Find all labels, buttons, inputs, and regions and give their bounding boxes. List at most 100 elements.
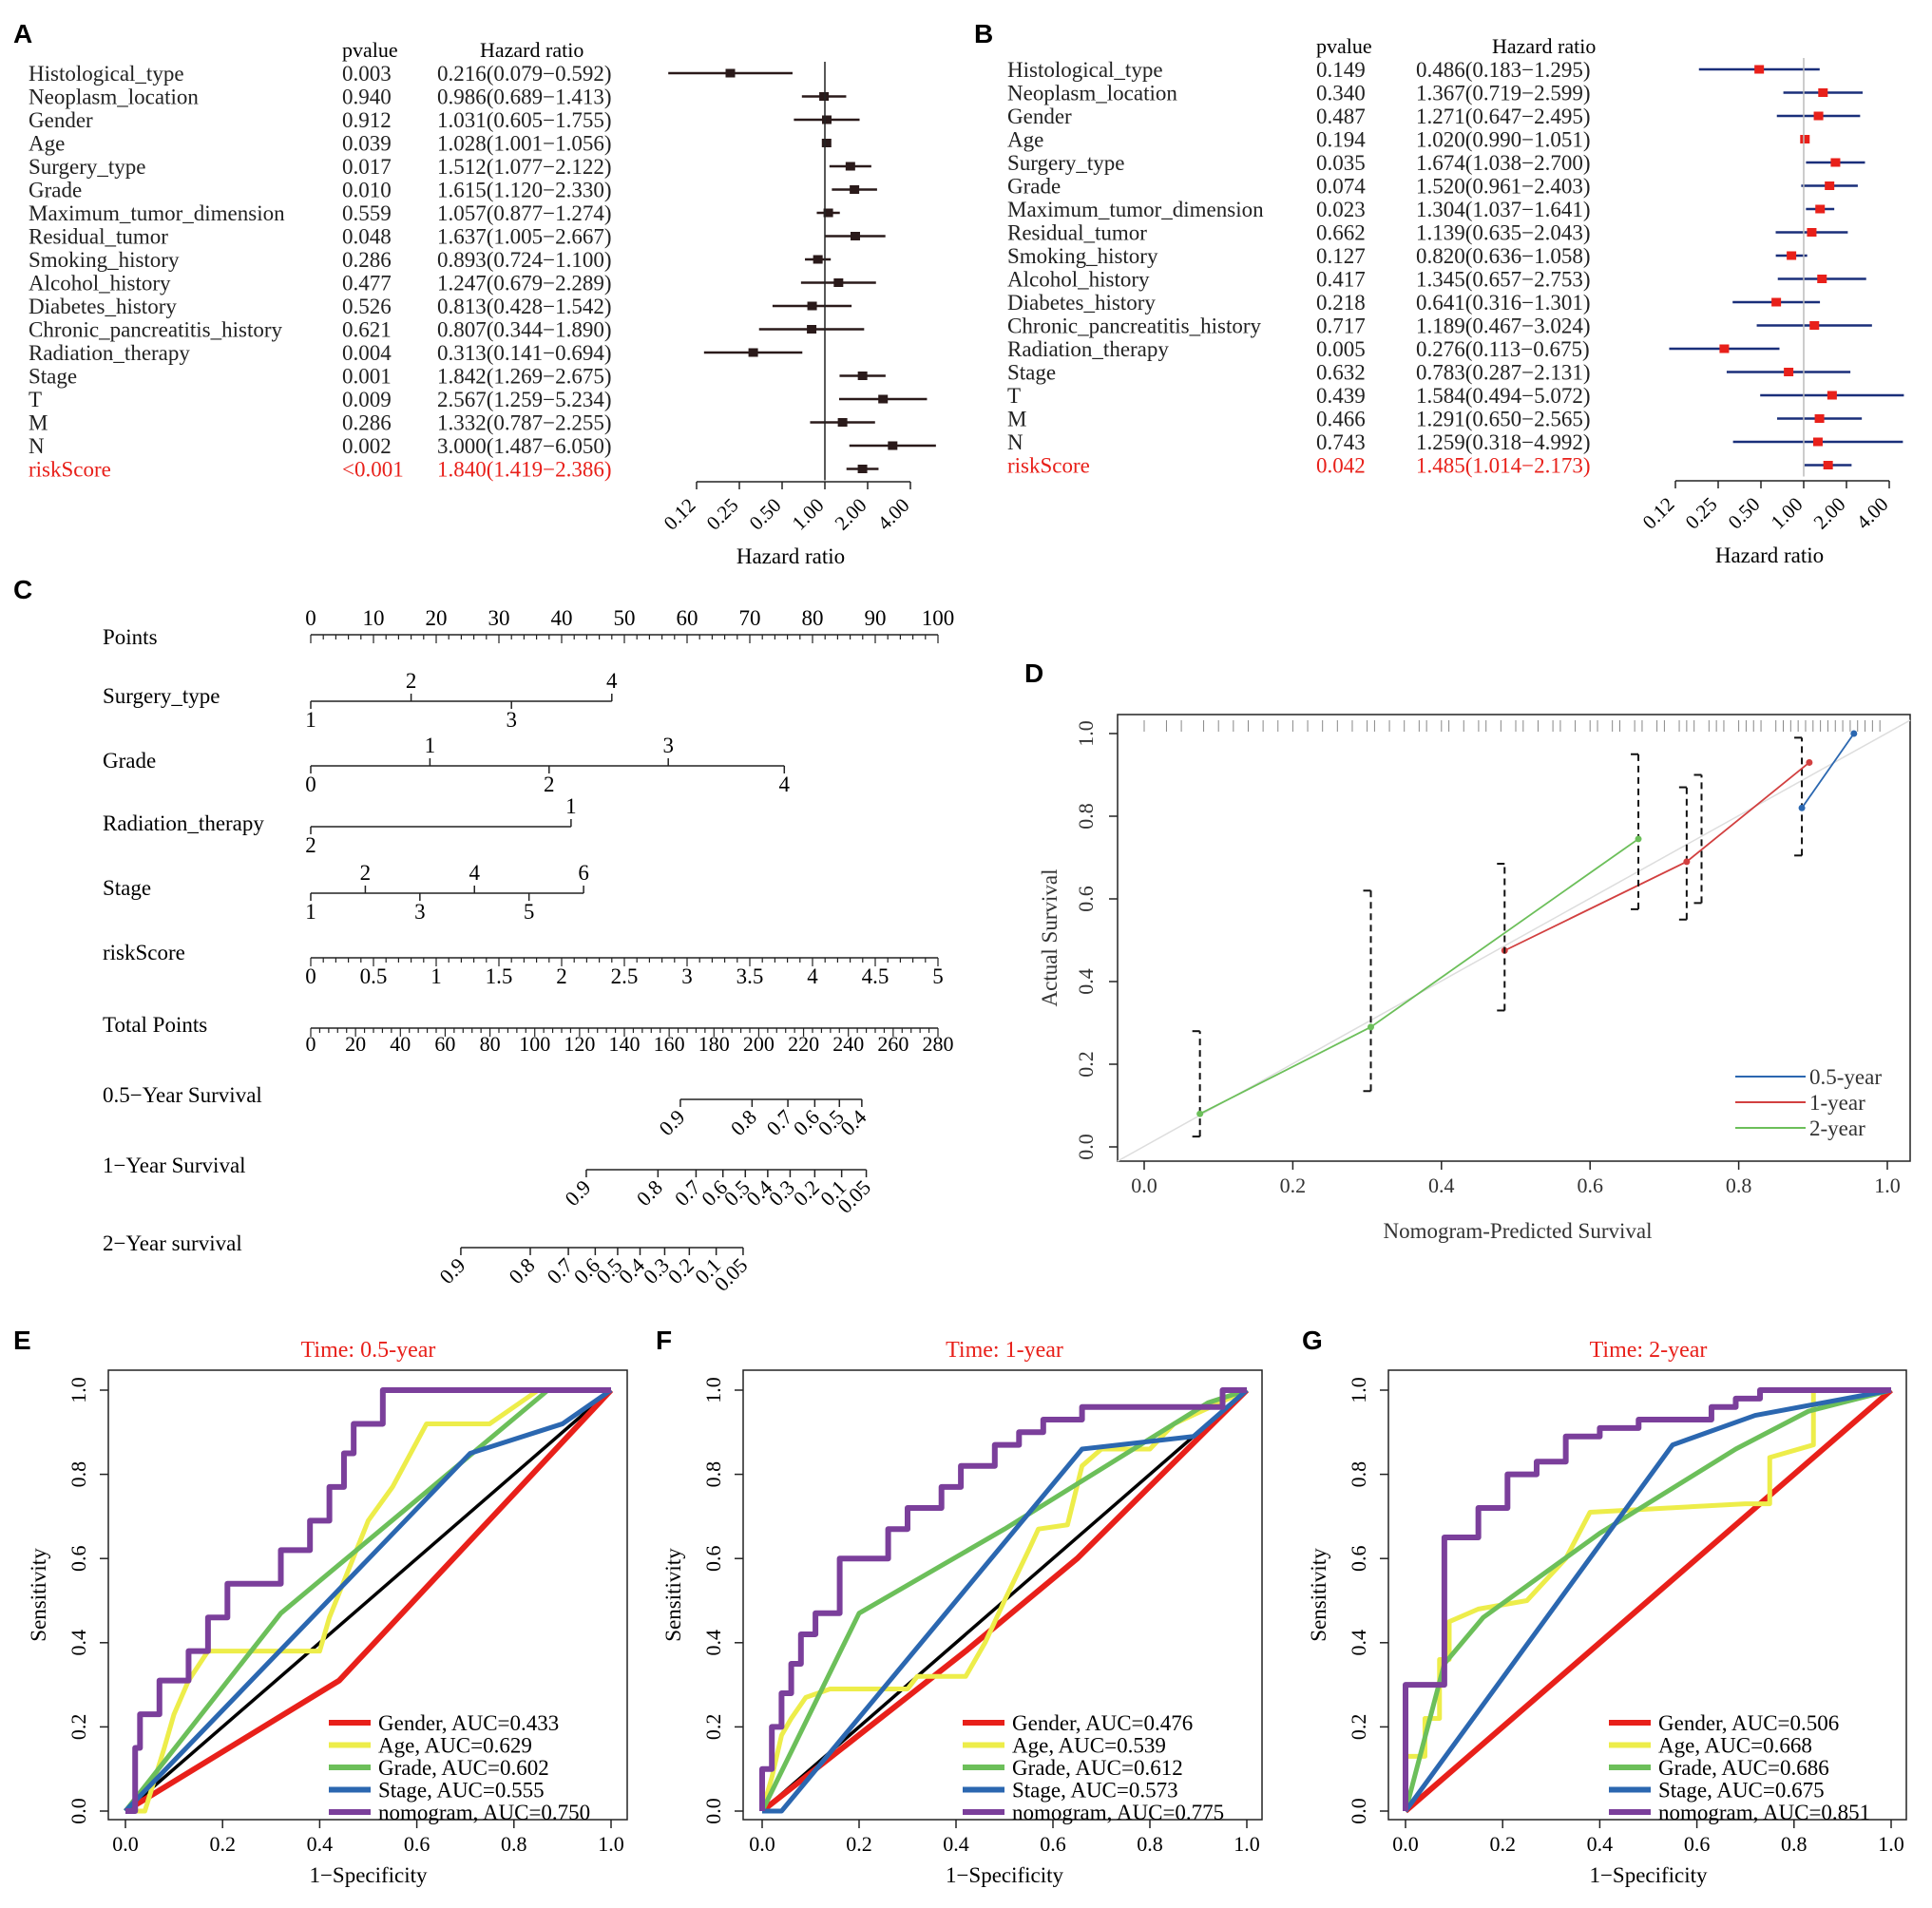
x-tick-label: 0.12 — [660, 494, 700, 535]
row-pvalue: 0.003 — [342, 62, 392, 86]
tick-label: 100 — [922, 606, 955, 630]
row-hr: 2.567(1.259−5.234) — [437, 388, 612, 411]
roc-curve — [124, 1387, 613, 1813]
row-pvalue: 0.127 — [1316, 244, 1366, 268]
row-name: Chronic_pancreatitis_history — [29, 318, 282, 342]
legend-label: Stage, AUC=0.555 — [378, 1779, 545, 1803]
tick-label: 1 — [425, 734, 436, 757]
hr-box — [1814, 414, 1825, 423]
row-pvalue: 0.010 — [342, 179, 392, 202]
scale-label: Stage — [103, 876, 151, 900]
legend-label: Grade, AUC=0.612 — [1012, 1756, 1183, 1780]
row-pvalue: 0.621 — [342, 318, 392, 342]
hr-box — [888, 441, 898, 450]
row-pvalue: 0.487 — [1316, 105, 1366, 128]
tick-label: 4 — [779, 773, 791, 796]
row-name: T — [29, 388, 42, 411]
row-hr: 1.332(0.787−2.255) — [437, 411, 612, 435]
hr-box — [1807, 228, 1817, 237]
row-name: N — [1007, 430, 1023, 454]
hr-box — [1812, 437, 1823, 447]
row-hr: 0.276(0.113−0.675) — [1416, 337, 1590, 361]
row-name: Stage — [29, 365, 77, 389]
tick-label: 90 — [865, 606, 887, 630]
row-hr: 1.840(1.419−2.386) — [437, 458, 612, 482]
row-name: Radiation_therapy — [29, 341, 190, 365]
x-tick-label: 1.0 — [598, 1832, 624, 1856]
tick-label: 2 — [360, 861, 372, 885]
row-hr: 1.247(0.679−2.289) — [437, 272, 612, 296]
x-tick-label: 0.6 — [1684, 1832, 1711, 1856]
row-name: Alcohol_history — [29, 272, 171, 296]
row-pvalue: 0.477 — [342, 272, 392, 296]
row-hr: 1.637(1.005−2.667) — [437, 225, 612, 249]
tick-label: 10 — [363, 606, 385, 630]
hr-box — [845, 162, 855, 171]
row-pvalue: 0.194 — [1316, 128, 1366, 152]
tick-label: 60 — [434, 1032, 455, 1056]
x-tick-label: 0.6 — [404, 1832, 430, 1856]
hr-header: Hazard ratio — [480, 38, 583, 62]
row-hr: 1.031(0.605−1.755) — [437, 108, 612, 132]
calibration-line — [1199, 838, 1639, 1116]
legend-label: Stage, AUC=0.675 — [1658, 1779, 1825, 1803]
forest-plot-univariate: pvalue Hazard ratio Histological_type 0.003… — [29, 38, 936, 568]
y-tick-label: 0.8 — [701, 1461, 725, 1488]
row-name: Smoking_history — [29, 248, 180, 272]
row-pvalue: 0.149 — [1316, 58, 1366, 82]
row-name: Gender — [1007, 105, 1072, 128]
panel-label-f: F — [656, 1326, 672, 1355]
tick-label: 5 — [932, 964, 944, 988]
roc-curve — [762, 1388, 1249, 1814]
hr-box — [1817, 275, 1827, 283]
row-hr: 1.028(1.001−1.056) — [437, 132, 612, 156]
y-axis-title: Sensitivity — [661, 1548, 685, 1642]
hr-box — [850, 185, 860, 194]
tick-label: 70 — [739, 606, 761, 630]
tick-label: 2 — [556, 964, 567, 988]
calibration-point — [1850, 730, 1858, 737]
row-name: Neoplasm_location — [29, 86, 199, 109]
tick-label: 1 — [305, 900, 316, 924]
hr-box — [748, 348, 758, 357]
hr-box — [1830, 158, 1841, 167]
row-pvalue: 0.340 — [1316, 82, 1366, 105]
hr-box — [821, 115, 832, 124]
panel-label-g: G — [1302, 1326, 1323, 1355]
plot-frame — [742, 1369, 1263, 1821]
row-name: Diabetes_history — [29, 295, 177, 318]
calibration-point — [1798, 804, 1806, 811]
tick-label: 3 — [662, 734, 674, 757]
x-axis-title: Hazard ratio — [736, 544, 845, 568]
plot-frame — [107, 1369, 628, 1821]
row-name: Stage — [1007, 361, 1056, 385]
legend-label: Gender, AUC=0.476 — [1012, 1711, 1193, 1735]
tick-label: 180 — [698, 1032, 730, 1056]
tick-label: 0.8 — [726, 1105, 761, 1140]
row-pvalue: 0.439 — [1316, 384, 1366, 408]
x-tick-label: 0.2 — [1489, 1832, 1516, 1856]
tick-label: 260 — [877, 1032, 909, 1056]
x-tick-label: 0.6 — [1040, 1832, 1066, 1856]
x-tick-label: 1.0 — [1234, 1832, 1260, 1856]
row-name: Diabetes_history — [1007, 291, 1156, 315]
row-name: Alcohol_history — [1007, 268, 1150, 292]
row-pvalue: 0.717 — [1316, 315, 1366, 338]
x-tick-label: 0.4 — [943, 1832, 969, 1856]
tick-label: 220 — [788, 1032, 819, 1056]
tick-label: 1 — [305, 708, 316, 732]
row-hr: 1.520(0.961−2.403) — [1416, 175, 1591, 199]
row-pvalue: 0.743 — [1316, 430, 1366, 454]
y-tick-label: 0.6 — [67, 1545, 90, 1572]
row-hr: 1.367(0.719−2.599) — [1416, 82, 1591, 105]
calibration-point — [1196, 1110, 1204, 1117]
row-name: Histological_type — [29, 62, 184, 86]
row-hr: 0.813(0.428−1.542) — [437, 295, 612, 318]
legend-label: nomogram, AUC=0.750 — [378, 1801, 590, 1824]
row-hr: 1.485(1.014−2.173) — [1416, 454, 1591, 478]
legend-label: Age, AUC=0.539 — [1012, 1734, 1166, 1758]
tick-label: 0.8 — [632, 1175, 667, 1211]
x-tick-label: 0.2 — [209, 1832, 236, 1856]
tick-label: 2 — [406, 669, 417, 693]
row-hr: 1.259(0.318−4.992) — [1416, 430, 1591, 454]
